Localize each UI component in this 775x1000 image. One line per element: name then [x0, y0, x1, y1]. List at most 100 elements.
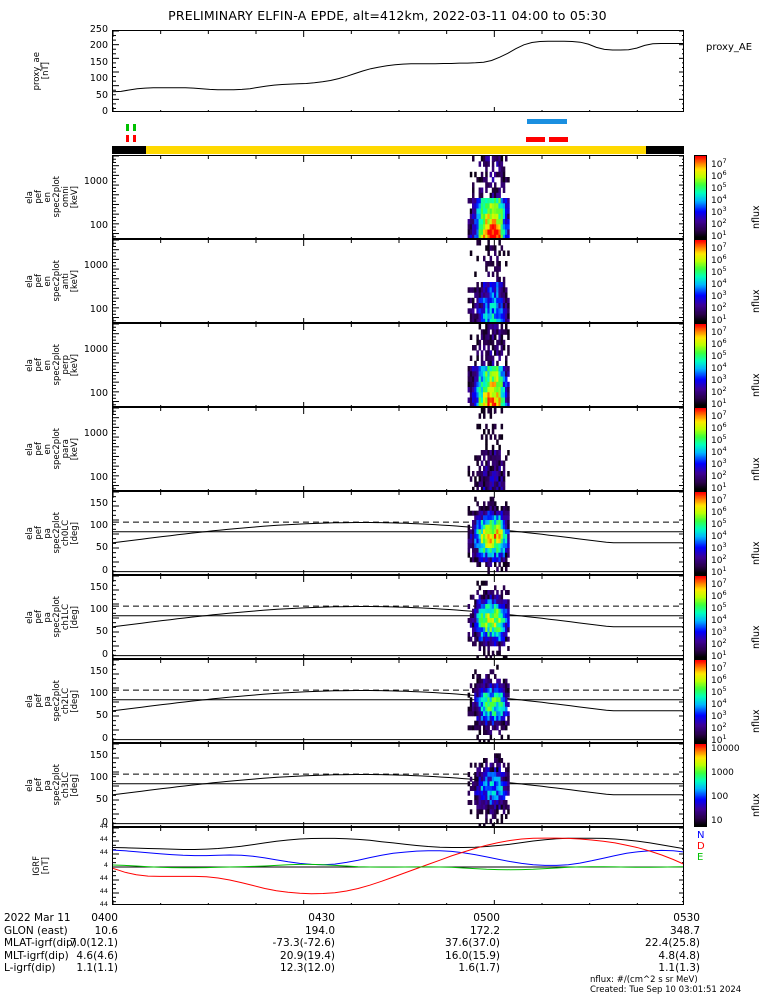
colorbar-tick: 105	[711, 517, 727, 530]
colorbar-tick: 103	[711, 625, 727, 638]
pitchangle-pa-ch0lc	[113, 496, 683, 574]
colorbar	[694, 659, 707, 743]
ytick-pa-ch0lc: 50	[95, 542, 108, 554]
colorbar-tick: 105	[711, 433, 727, 446]
colorbar-tick: 106	[711, 673, 727, 686]
ytick-proxy-ae: 100	[89, 73, 108, 85]
colorbar-tick: 100	[711, 792, 729, 802]
ytick-igrf: 44	[99, 835, 108, 843]
colorbar-tick: 101	[711, 565, 727, 578]
footer-row-labels: 2022 Mar 11 GLON (east) MLAT-igrf(dip) M…	[4, 912, 77, 975]
ylabel-word: [keV]	[70, 437, 80, 461]
spectrogram-en-anti	[467, 240, 510, 322]
right-label-proxy-ae: proxy_AE	[706, 42, 753, 53]
ytick-pa-ch3lc: 0	[101, 816, 108, 828]
colorbar-tick: 101	[711, 481, 727, 494]
colorbar-tick: 106	[711, 253, 727, 266]
colorbar-tick: 105	[711, 601, 727, 614]
footer-column: 0530 348.7 22.4(25.8) 4.8(4.8) 1.1(1.3)	[645, 912, 700, 975]
colorbar-tick: 104	[711, 697, 727, 710]
ytick-pa-ch3lc: 100	[89, 772, 108, 784]
colorbar-tick: 103	[711, 289, 727, 302]
colorbar-tick: 103	[711, 457, 727, 470]
colorbar-tick: 105	[711, 265, 727, 278]
axis-ticks	[113, 744, 683, 826]
colorbar-gradient	[695, 408, 706, 490]
colorbar-tick: 107	[711, 241, 727, 254]
ytick-pa-ch3lc: 150	[89, 750, 108, 762]
colorbar-tick: 104	[711, 529, 727, 542]
panel-igrf	[112, 827, 684, 905]
axis-ticks	[113, 660, 683, 742]
ytick-pa-ch3lc: 50	[95, 794, 108, 806]
proxy-ae-trace	[113, 40, 683, 93]
colorbar-tick: 104	[711, 361, 727, 374]
footer-column: 0430 194.0 -73.3(-72.6) 20.9(19.4) 12.3(…	[272, 912, 335, 975]
colorbar-tick: 103	[711, 709, 727, 722]
ytick-en-omni: 100	[89, 219, 108, 231]
ytick-pa-ch2lc: 0	[101, 732, 108, 744]
ytick-proxy-ae: 50	[95, 89, 108, 101]
colorbar	[694, 743, 707, 827]
pitchangle-pa-ch1lc	[113, 580, 683, 658]
colorbar-tick: 107	[711, 409, 727, 422]
panel-en-anti	[112, 239, 684, 323]
ytick-en-para: 100	[89, 471, 108, 483]
colorbar-tick: 105	[711, 685, 727, 698]
igrf-legend-E: E	[697, 852, 704, 863]
colorbar-gradient	[695, 156, 706, 238]
status-bar-group	[112, 118, 684, 154]
colorbar-tick: 106	[711, 505, 727, 518]
ytick-proxy-ae: 250	[89, 24, 108, 35]
colorbar-tick: 107	[711, 661, 727, 674]
ytick-igrf: 44	[99, 887, 108, 895]
colorbar-tick: 101	[711, 733, 727, 746]
ylabel-word: [keV]	[70, 185, 80, 209]
ylabel-word: [keV]	[70, 269, 80, 293]
colorbar-tick: 103	[711, 373, 727, 386]
spectrogram-en-omni	[467, 156, 510, 238]
colorbar	[694, 239, 707, 323]
axis-ticks	[113, 492, 683, 574]
pitchangle-pa-ch3lc	[113, 753, 683, 826]
ytick-pa-ch1lc: 0	[101, 648, 108, 660]
colorbar-tick: 101	[711, 313, 727, 326]
colorbar-tick: 106	[711, 421, 727, 434]
colorbar-tick: 102	[711, 553, 727, 566]
panel-pa-ch3lc	[112, 743, 684, 827]
colorbar-tick: 101	[711, 649, 727, 662]
ytick-pa-ch1lc: 150	[89, 582, 108, 594]
colorbar-gradient	[695, 240, 706, 322]
ytick-proxy-ae: 150	[89, 56, 108, 68]
colorbar	[694, 323, 707, 407]
panel-proxy-ae	[112, 30, 684, 112]
colorbar-tick: 10000	[711, 744, 740, 754]
colorbar-label: nflux	[751, 205, 762, 229]
ylabel-word: [keV]	[70, 353, 80, 377]
colorbar-label: nflux	[751, 457, 762, 481]
ytick-pa-ch2lc: 150	[89, 666, 108, 678]
colorbar-tick: 102	[711, 637, 727, 650]
colorbar-tick: 105	[711, 349, 727, 362]
panel-pa-ch2lc	[112, 659, 684, 743]
colorbar-tick: 102	[711, 217, 727, 230]
colorbar-gradient	[695, 492, 706, 574]
ytick-pa-ch2lc: 100	[89, 688, 108, 700]
colorbar-tick: 101	[711, 229, 727, 242]
axis-ticks	[113, 31, 683, 111]
ytick-proxy-ae: 200	[89, 40, 108, 52]
ytick-en-anti: 100	[89, 303, 108, 315]
ytick-pa-ch1lc: 100	[89, 604, 108, 616]
colorbar-tick: 104	[711, 445, 727, 458]
panel-en-para	[112, 407, 684, 491]
colorbar-tick: 106	[711, 169, 727, 182]
igrf-traces	[113, 837, 683, 895]
colorbar-label: nflux	[751, 625, 762, 649]
panel-pa-ch0lc	[112, 491, 684, 575]
colorbar-label: nflux	[751, 373, 762, 397]
ytick-proxy-ae: 0	[101, 106, 108, 117]
colorbar-tick: 103	[711, 541, 727, 554]
colorbar-label: nflux	[751, 541, 762, 565]
igrf-legend-N: N	[697, 830, 705, 841]
spectrogram-en-perp	[467, 324, 510, 406]
